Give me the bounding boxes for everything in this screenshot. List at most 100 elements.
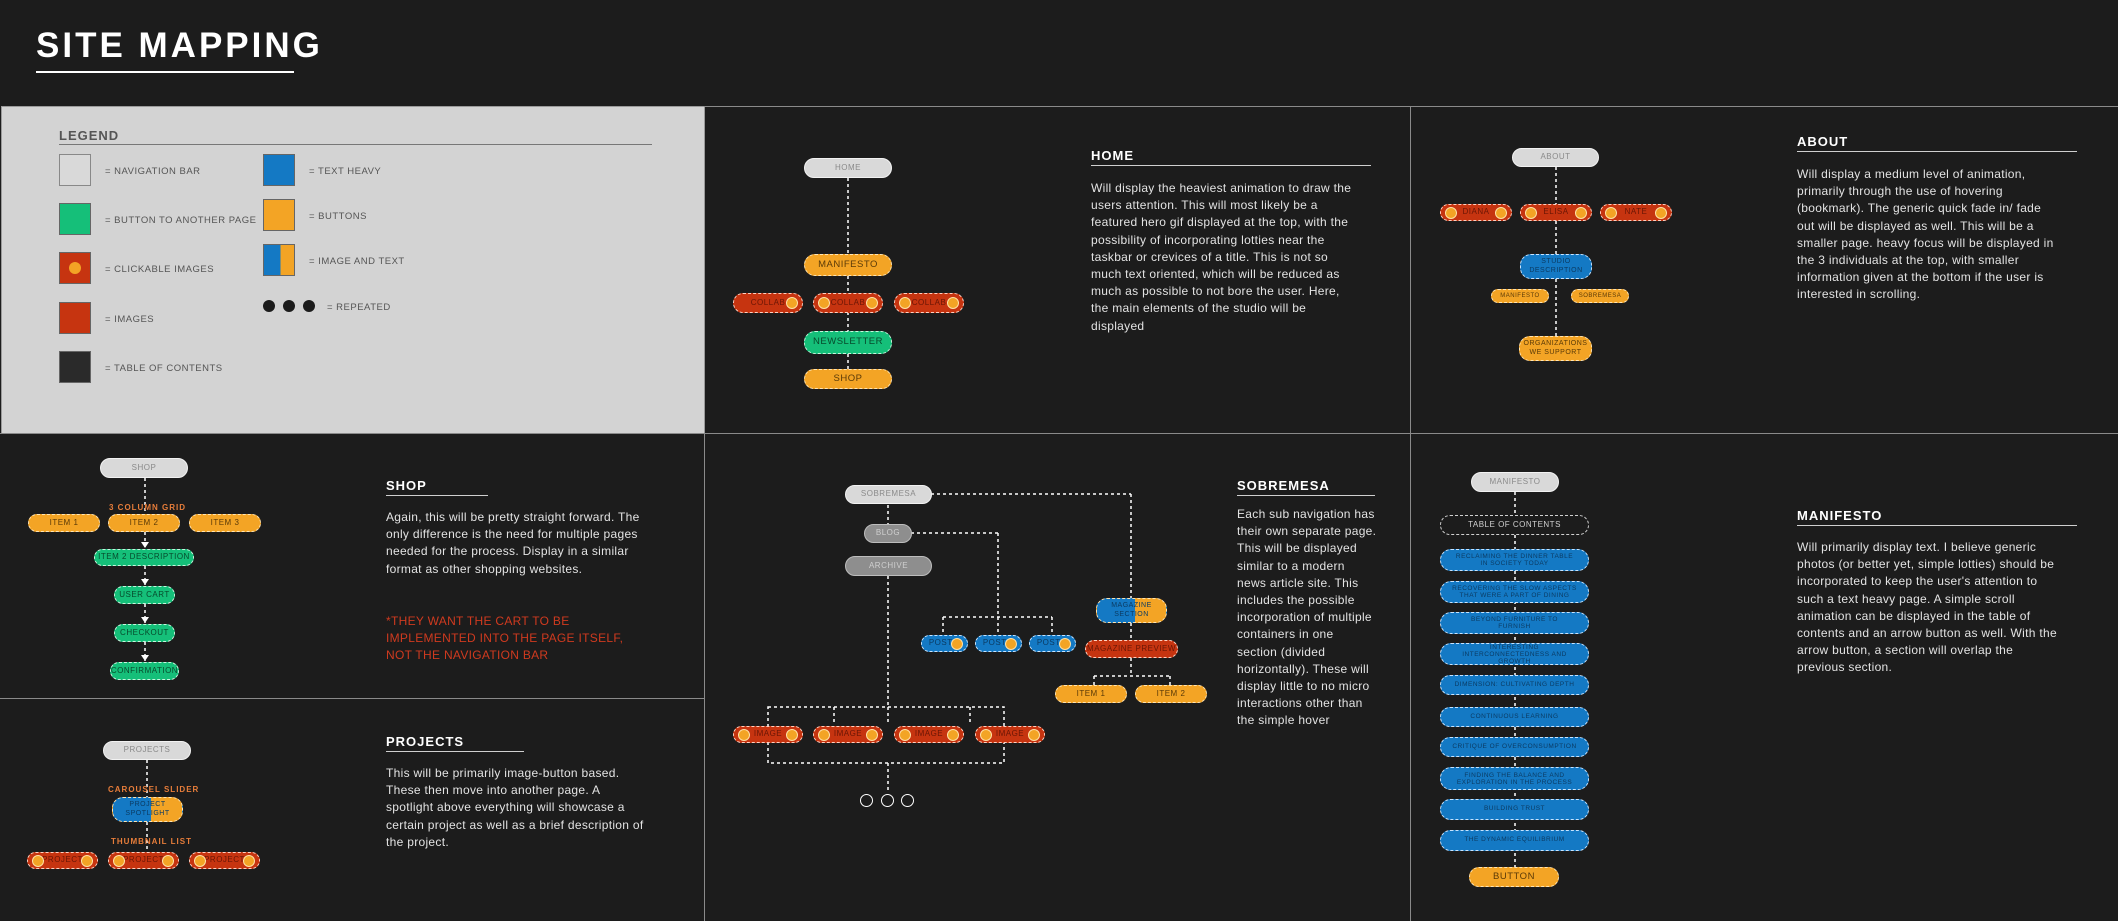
about-sobremesa-node: SOBREMESA [1571, 289, 1629, 303]
arrow-down-icon [141, 579, 149, 585]
about-title: ABOUT [1797, 134, 1849, 149]
legend-swatch-text-heavy [263, 154, 295, 186]
sobremesa-title-line [1237, 495, 1375, 496]
clickable-dot-icon [113, 854, 125, 867]
projects-title: PROJECTS [386, 734, 465, 749]
shop-item-node: ITEM 1 [28, 514, 100, 532]
home-collab-node: COLLAB [813, 293, 883, 313]
sobremesa-magazine-preview-node: MAGAZINE PREVIEW [1085, 640, 1178, 658]
shop-confirmation-node: CONFIRMATION [110, 662, 179, 680]
repeat-circle-icon [901, 794, 914, 807]
clickable-dot-icon [899, 297, 911, 309]
shop-projects-divider [0, 698, 705, 699]
repeat-circle-icon [860, 794, 873, 807]
shop-item-node: ITEM 2 [108, 514, 180, 532]
manifesto-description: Will primarily display text. I believe g… [1797, 540, 2057, 675]
shop-item-node: ITEM 3 [189, 514, 261, 532]
repeat-circle-icon [881, 794, 894, 807]
legend-swatch-clickable-images [59, 252, 91, 284]
about-manifesto-node: MANIFESTO [1491, 289, 1549, 303]
shop-grid-label: 3 COLUMN GRID [109, 503, 186, 512]
home-newsletter-node: NEWSLETTER [804, 331, 892, 354]
legend-label-images: = IMAGES [105, 314, 155, 325]
manifesto-section-node: THE DYNAMIC EQUILIBRIUM [1440, 830, 1589, 851]
manifesto-section-node: RECOVERING THE SLOW ASPECTS THAT WERE A … [1440, 581, 1589, 603]
shop-checkout-node: CHECKOUT [114, 624, 175, 642]
repeat-dot-icon [263, 300, 275, 312]
manifesto-section-node: BEYOND FURNITURE TO FURNISH [1440, 612, 1589, 634]
shop-title: SHOP [386, 478, 427, 493]
clickable-dot-icon [1028, 728, 1040, 741]
arrow-down-icon [141, 617, 149, 623]
clickable-dot-icon [866, 728, 878, 741]
manifesto-toc-node: TABLE OF CONTENTS [1440, 515, 1589, 535]
manifesto-section-node: CRITIQUE OF OVERCONSUMPTION [1440, 737, 1589, 757]
manifesto-section-node: CONTINUOUS LEARNING [1440, 707, 1589, 727]
projects-title-line [386, 751, 524, 752]
legend-panel: LEGEND = NAVIGATION BAR = BUTTON TO ANOT… [1, 106, 705, 434]
clickable-dot-icon [738, 728, 750, 741]
about-person-node: NATE [1600, 204, 1672, 221]
shop-description: Again, this will be pretty straight forw… [386, 510, 640, 576]
clickable-dot-icon [947, 297, 959, 309]
about-orgs-node: ORGANIZATIONS WE SUPPORT [1519, 336, 1592, 361]
manifesto-section-node: FINDING THE BALANCE AND EXPLORATION IN T… [1440, 767, 1589, 790]
legend-label-image-text: = IMAGE AND TEXT [309, 256, 405, 267]
projects-project-node: PROJECT [189, 852, 260, 869]
legend-swatch-image-text [263, 244, 295, 276]
legend-swatch-buttons [263, 199, 295, 231]
manifesto-section-node: RECLAIMING THE DINNER TABLE IN SOCIETY T… [1440, 549, 1589, 571]
sobremesa-blog-node: BLOG [864, 524, 912, 543]
about-nav-node: ABOUT [1512, 148, 1599, 167]
sobremesa-post-node: POST 1 [975, 635, 1022, 652]
shop-note: *THEY WANT THE CART TO BE IMPLEMENTED IN… [386, 614, 624, 663]
legend-label-toc: = TABLE OF CONTENTS [105, 363, 223, 374]
manifesto-button-node: BUTTON [1469, 867, 1559, 887]
title-underline [36, 71, 294, 73]
clickable-dot-icon [951, 637, 963, 650]
manifesto-section-node: DIMENSION: CULTIVATING DEPTH [1440, 675, 1589, 695]
manifesto-section-node: BUILDING TRUST [1440, 799, 1589, 820]
clickable-dot-icon [1005, 637, 1017, 650]
projects-description: This will be primarily image-button base… [386, 766, 644, 849]
legend-swatch-toc [59, 351, 91, 383]
manifesto-title: MANIFESTO [1797, 508, 1883, 523]
legend-divider [59, 144, 652, 145]
clickable-dot-icon [194, 854, 206, 867]
sobremesa-post-node: POST 1 [921, 635, 968, 652]
col-divider-left [704, 433, 705, 921]
clickable-dot-icon [786, 297, 798, 309]
legend-label-repeated: = REPEATED [327, 302, 391, 313]
home-nav-node: HOME [804, 158, 892, 178]
clickable-dot-icon [786, 728, 798, 741]
col-divider-right [1410, 433, 1411, 921]
arrow-down-icon [141, 542, 149, 548]
page-title: SITE MAPPING [36, 26, 323, 65]
about-description: Will display a medium level of animation… [1797, 167, 2054, 302]
clickable-dot-icon [818, 297, 830, 309]
about-studio-node: STUDIO DESCRIPTION [1520, 254, 1592, 279]
home-title: HOME [1091, 148, 1134, 163]
sobremesa-archive-node: ARCHIVE [845, 556, 932, 576]
legend-label-text-heavy: = TEXT HEAVY [309, 166, 382, 177]
clickable-dot-icon [1059, 637, 1071, 650]
clickable-dot-icon [866, 297, 878, 309]
row-divider [0, 433, 2118, 434]
projects-thumb-label: THUMBNAIL LIST [111, 837, 192, 846]
clickable-dot-icon [980, 728, 992, 741]
legend-label-buttons: = BUTTONS [309, 211, 367, 222]
shop-description-node: ITEM 2 DESCRIPTION [94, 549, 194, 566]
projects-spotlight-node: PROJECT SPOTLIGHT [112, 797, 183, 822]
clickable-dot-icon [32, 854, 44, 867]
shop-nav-node: SHOP [100, 458, 188, 478]
sobremesa-title: SOBREMESA [1237, 478, 1330, 493]
clickable-dot-icon [1495, 206, 1507, 219]
projects-project-node: PROJECT [27, 852, 98, 869]
sobremesa-item-node: ITEM 2 [1135, 685, 1207, 703]
sobremesa-description: Each sub navigation has their own separa… [1237, 507, 1377, 728]
clickable-dot-icon [1445, 206, 1457, 219]
sobremesa-image-node: IMAGE [733, 726, 803, 743]
about-panel [1410, 106, 2118, 434]
repeat-dot-icon [283, 300, 295, 312]
clickable-dot-icon [1525, 206, 1537, 219]
